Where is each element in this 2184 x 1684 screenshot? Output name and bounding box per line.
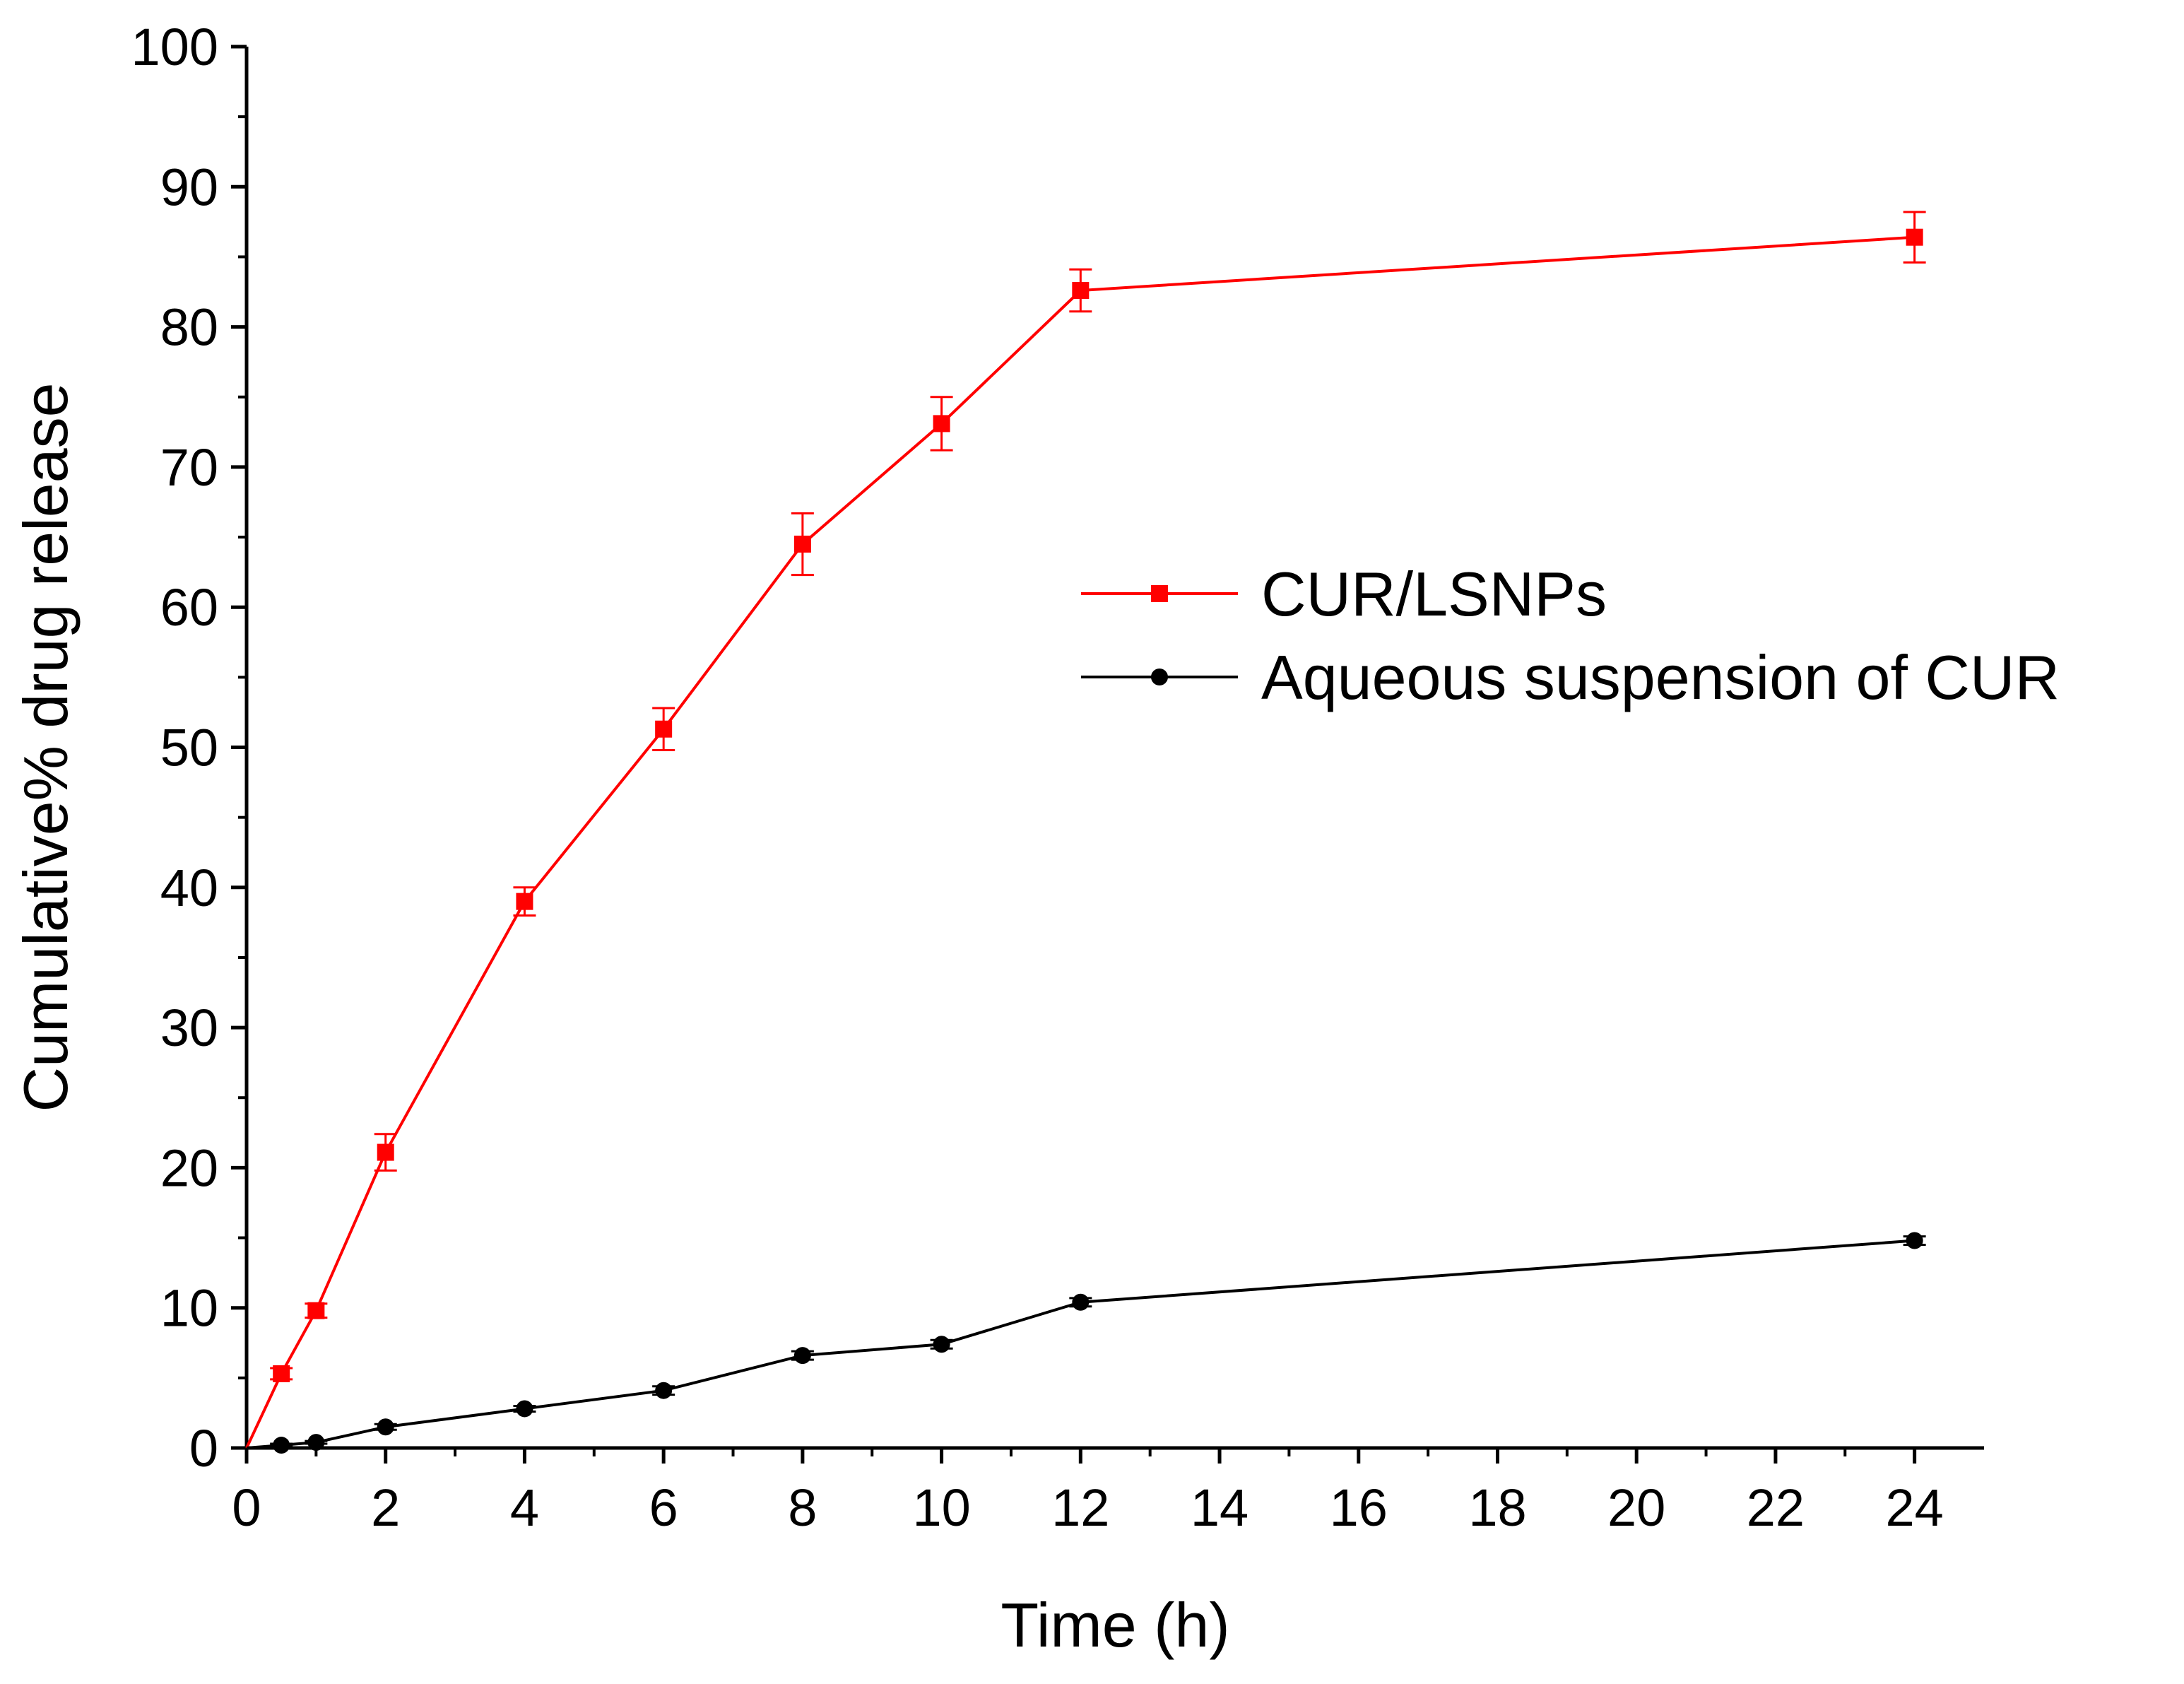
series-1: [245, 211, 1926, 1449]
y-tick-label: 100: [131, 18, 218, 76]
x-tick-label: 18: [1468, 1478, 1526, 1537]
data-point: [655, 1382, 673, 1399]
x-tick-label: 16: [1330, 1478, 1388, 1537]
x-tick-label: 2: [371, 1478, 400, 1537]
series-line: [245, 235, 1915, 1449]
series-layer: [245, 211, 1926, 1454]
x-tick-label: 24: [1885, 1478, 1943, 1537]
y-tick-label: 20: [160, 1138, 218, 1197]
data-point: [377, 1418, 394, 1436]
x-tick-label: 20: [1607, 1478, 1665, 1537]
legend-label: CUR/LSNPs: [1261, 559, 1607, 629]
data-point: [1072, 282, 1090, 300]
x-tick-label: 6: [649, 1478, 678, 1537]
data-point: [1072, 1293, 1090, 1311]
y-tick-label: 80: [160, 298, 218, 357]
data-point: [793, 1347, 811, 1365]
x-tick-label: 0: [232, 1478, 261, 1537]
x-tick-label: 14: [1191, 1478, 1249, 1537]
legend-swatch-marker: [1151, 669, 1168, 685]
x-tick-label: 8: [788, 1478, 817, 1537]
data-point: [516, 893, 533, 910]
data-point: [1906, 1232, 1923, 1249]
series-line: [246, 1239, 1915, 1449]
data-point: [793, 535, 811, 553]
y-tick-label: 40: [160, 859, 218, 917]
legend: CUR/LSNPs Aqueous suspension of CUR: [1081, 559, 2060, 712]
data-point: [655, 720, 673, 738]
y-axis-label: Cumulative% drug release: [11, 382, 81, 1112]
legend-label: Aqueous suspension of CUR: [1261, 642, 2060, 712]
data-point: [1906, 228, 1923, 246]
y-tick-label: 0: [189, 1419, 218, 1478]
x-tick-label: 4: [510, 1478, 539, 1537]
data-point: [933, 1336, 950, 1353]
data-point: [933, 415, 950, 432]
y-tick-label: 90: [160, 158, 218, 216]
x-tick-label: 10: [912, 1478, 970, 1537]
data-point: [273, 1365, 290, 1382]
x-axis-label: Time (h): [1000, 1590, 1229, 1660]
y-tick-label: 50: [160, 719, 218, 777]
series-2: [246, 1232, 1926, 1454]
legend-swatch-marker: [1151, 585, 1168, 602]
data-point: [307, 1434, 325, 1452]
y-tick-label: 30: [160, 999, 218, 1057]
y-tick-label: 60: [160, 578, 218, 637]
x-tick-label: 12: [1051, 1478, 1109, 1537]
legend-item-1: CUR/LSNPs: [1081, 559, 1607, 629]
data-point: [377, 1143, 394, 1161]
legend-item-2: Aqueous suspension of CUR: [1081, 642, 2060, 712]
data-point: [307, 1302, 325, 1319]
x-tick-label: 22: [1747, 1478, 1805, 1537]
data-point: [516, 1400, 533, 1418]
data-point: [273, 1437, 290, 1454]
y-tick-label: 70: [160, 438, 218, 497]
y-tick-label: 10: [160, 1279, 218, 1338]
